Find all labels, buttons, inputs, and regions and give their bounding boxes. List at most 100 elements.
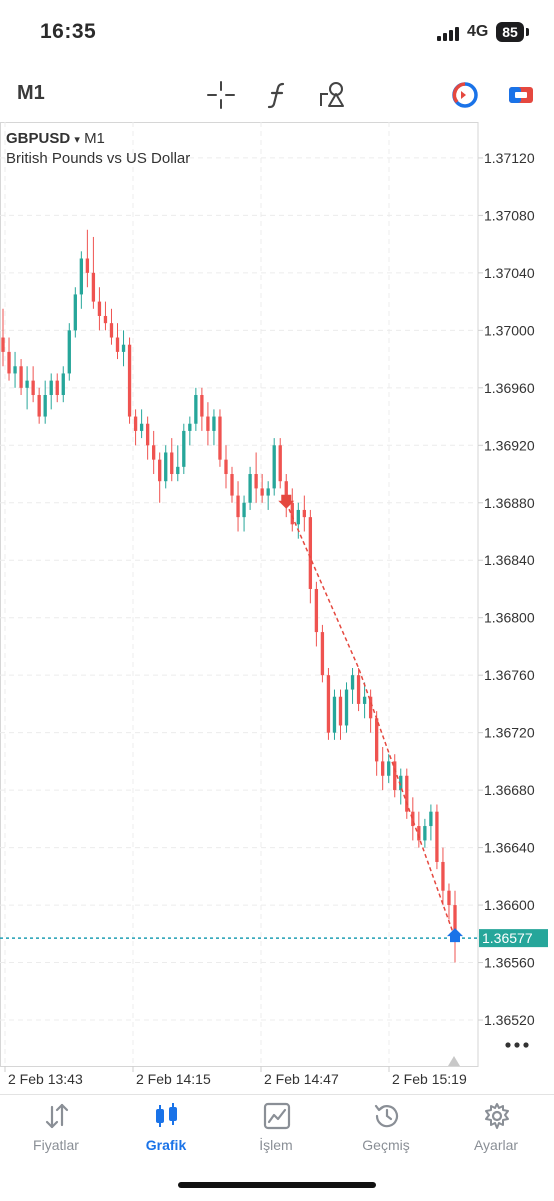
candle-body (393, 761, 397, 791)
tab-trade[interactable]: İşlem (226, 1095, 326, 1165)
candle-body (212, 416, 216, 431)
candle-body (194, 394, 198, 424)
candle-body (152, 445, 156, 460)
candle-body (73, 294, 77, 331)
candle-body (91, 272, 96, 302)
candle-body (79, 258, 84, 295)
price-label: 1.36520 (484, 1012, 535, 1028)
candle-body (320, 632, 325, 676)
candle-body (206, 416, 210, 431)
candle-body (170, 452, 174, 475)
trade-chart-icon (263, 1102, 291, 1130)
candle-body (43, 394, 47, 417)
candle-body (49, 380, 53, 395)
shapes-icon[interactable] (318, 80, 348, 110)
price-label: 1.36560 (484, 955, 535, 971)
candle-body (109, 323, 114, 338)
price-label: 1.36840 (484, 552, 535, 568)
current-price-label: 1.36577 (482, 930, 533, 946)
candle-body (326, 675, 331, 733)
tab-label: Grafik (145, 1137, 187, 1153)
candle-body (441, 861, 445, 891)
sell-arrow-icon (278, 494, 295, 509)
symbol-description: British Pounds vs US Dollar (6, 150, 191, 167)
trade-icon[interactable] (506, 80, 536, 110)
candle-body (164, 452, 168, 482)
candle-body (145, 423, 150, 446)
candle-body (417, 826, 421, 841)
battery-tip (526, 28, 529, 36)
candle-body (200, 394, 204, 417)
candle-body (381, 761, 385, 776)
candle-body (447, 890, 451, 906)
timeframe-button[interactable]: M1 (17, 82, 45, 104)
candle-body (296, 509, 300, 525)
crosshair-icon[interactable] (206, 80, 236, 110)
candle-body (121, 344, 126, 352)
candle-body (290, 502, 294, 525)
function-icon[interactable] (263, 80, 293, 110)
price-label: 1.36960 (484, 380, 535, 396)
candle-body (224, 459, 228, 475)
tab-label: Ayarlar (473, 1137, 519, 1153)
battery-icon: 85 (496, 22, 524, 42)
candle-body (302, 509, 306, 518)
tab-settings[interactable]: Ayarlar (446, 1095, 546, 1165)
price-label: 1.36920 (484, 437, 535, 453)
time-label: 2 Feb 15:19 (392, 1071, 467, 1087)
tab-chart[interactable]: Grafik (116, 1095, 216, 1165)
candle-body (272, 445, 276, 489)
candle-body (344, 689, 349, 726)
candle-body (19, 366, 23, 388)
candle-body (242, 502, 246, 518)
candlestick-chart[interactable]: 1.36577 1.37120 1.37080 1.37040 1.37000 1.36… (0, 122, 554, 1094)
candle-body (31, 380, 35, 395)
candle-body (453, 905, 457, 939)
candle-body (25, 380, 29, 388)
time-label: 2 Feb 14:47 (264, 1071, 339, 1087)
home-indicator (178, 1182, 376, 1188)
history-clock-icon (374, 1104, 399, 1128)
candle-body (278, 445, 282, 482)
candle-body (332, 696, 337, 733)
tab-label: İşlem (259, 1137, 293, 1153)
chart-end-marker-icon (448, 1056, 460, 1066)
plot-border (0, 122, 479, 1067)
candle-body (374, 718, 379, 762)
candle-body (266, 488, 270, 496)
chart-toolbar: M1 (0, 70, 554, 120)
candle-body (387, 761, 391, 776)
candle-body (61, 373, 65, 395)
status-time: 16:35 (40, 20, 97, 43)
candle-body (188, 423, 192, 431)
candle-body (429, 811, 433, 827)
network-type: 4G (467, 23, 489, 40)
chart-symbol[interactable]: GBPUSD ▾ M1 (6, 130, 105, 147)
price-label: 1.37040 (484, 265, 535, 281)
price-label: 1.36800 (484, 610, 535, 626)
candle-body (133, 416, 138, 431)
candle-body (284, 481, 288, 503)
candle-body (115, 337, 120, 352)
price-label: 1.36880 (484, 495, 535, 511)
price-chart[interactable]: 1.36577 1.37120 1.37080 1.37040 1.37000 1.36… (0, 122, 554, 1094)
candle-body (103, 315, 108, 324)
tab-quotes[interactable]: Fiyatlar (6, 1095, 106, 1165)
price-label: 1.37120 (484, 150, 535, 166)
price-label: 1.36640 (484, 840, 535, 856)
candle-body (1, 337, 5, 352)
price-label: 1.37080 (484, 207, 535, 223)
candle-body (236, 495, 240, 518)
symbol-name: GBPUSD (6, 130, 71, 147)
price-label: 1.36760 (484, 667, 535, 683)
more-options-icon[interactable] (503, 1035, 531, 1055)
candle-body (55, 380, 59, 395)
tab-history[interactable]: Geçmiş (336, 1095, 436, 1165)
candle-body (399, 775, 403, 791)
trade-timer-icon[interactable] (450, 80, 480, 110)
candle-body (356, 675, 361, 704)
cell-signal-icon (437, 27, 459, 41)
current-price-badge (479, 929, 548, 948)
candle-body (230, 474, 234, 496)
candle-body (368, 696, 373, 719)
